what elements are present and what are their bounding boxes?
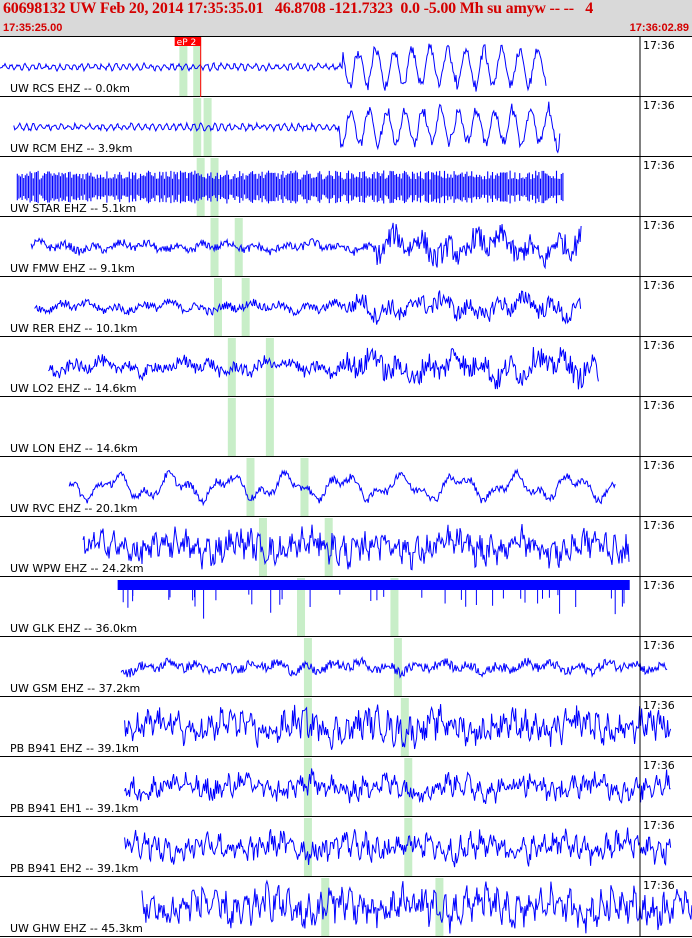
- trace-panel[interactable]: 17:36 UW GLK EHZ -- 36.0km: [0, 577, 692, 637]
- station-label: UW GHW EHZ -- 45.3km: [10, 922, 143, 935]
- minute-tick-label: 17:36: [643, 219, 675, 232]
- minute-tick-label: 17:36: [643, 579, 675, 592]
- phase-marker: [203, 98, 212, 157]
- trace-panel[interactable]: 17:36 UW WPW EHZ -- 24.2km: [0, 517, 692, 577]
- phase-marker: [196, 158, 205, 217]
- phase-marker: [324, 518, 333, 577]
- station-label: UW RCM EHZ -- 3.9km: [10, 142, 132, 155]
- phase-marker: [258, 518, 267, 577]
- minute-tick-label: 17:36: [643, 399, 675, 412]
- waveform: [13, 101, 561, 154]
- minute-tick-label: 17:36: [643, 339, 675, 352]
- minute-tick-label: 17:36: [643, 39, 675, 52]
- minute-tick-label: 17:36: [643, 759, 675, 772]
- trace-panel[interactable]: 17:36 UW GHW EHZ -- 45.3km: [0, 877, 692, 937]
- phase-marker: [265, 338, 274, 397]
- waveform: [34, 290, 582, 325]
- waveform-spikes: [122, 590, 625, 619]
- waveform: [117, 580, 630, 590]
- minute-tick-label: 17:36: [643, 639, 675, 652]
- station-label: UW GSM EHZ -- 37.2km: [10, 682, 140, 695]
- station-label: UW GLK EHZ -- 36.0km: [10, 622, 137, 635]
- phase-pick[interactable]: eP 2: [174, 37, 202, 97]
- station-label: UW RER EHZ -- 10.1km: [10, 322, 137, 335]
- phase-marker: [193, 98, 202, 157]
- station-label: UW LON EHZ -- 14.6km: [10, 442, 138, 455]
- phase-marker: [227, 338, 236, 397]
- station-label: PB B941 EHZ -- 39.1km: [10, 742, 139, 755]
- phase-marker: [297, 578, 306, 637]
- minute-tick-label: 17:36: [643, 459, 675, 472]
- seismogram-plot[interactable]: 17:36 UW RCS EHZ -- 0.0km 17:36 UW RCM EHZ …: [0, 37, 692, 938]
- minute-tick-label: 17:36: [643, 279, 675, 292]
- waveform: [141, 879, 692, 934]
- waveform: [30, 222, 582, 270]
- waveform: [0, 43, 547, 92]
- start-time: 17:35:25.00: [3, 22, 63, 34]
- header-bar: 60698132 UW Feb 20, 2014 17:35:35.01 46.…: [0, 0, 692, 37]
- phase-marker: [390, 578, 399, 637]
- pick-label: eP 2: [177, 38, 197, 48]
- waveform: [124, 703, 672, 750]
- trace-panel[interactable]: 17:36 UW LO2 EHZ -- 14.6km: [0, 337, 692, 397]
- phase-marker: [227, 398, 236, 457]
- trace-panel[interactable]: 17:36 UW RCM EHZ -- 3.9km: [0, 97, 692, 157]
- minute-tick-label: 17:36: [643, 99, 675, 112]
- station-label: UW RCS EHZ -- 0.0km: [10, 82, 130, 95]
- station-label: PB B941 EH2 -- 39.1km: [10, 862, 138, 875]
- station-label: UW STAR EHZ -- 5.1km: [10, 202, 136, 215]
- minute-tick-label: 17:36: [643, 819, 675, 832]
- waveform: [68, 468, 616, 507]
- waveform: [124, 827, 672, 868]
- trace-panel[interactable]: 17:36 UW LON EHZ -- 14.6km: [0, 397, 692, 457]
- phase-marker: [435, 878, 444, 937]
- trace-panel[interactable]: 17:36 UW RVC EHZ -- 20.1km: [0, 457, 692, 517]
- minute-tick-label: 17:36: [643, 159, 675, 172]
- station-label: PB B941 EH1 -- 39.1km: [10, 802, 138, 815]
- event-title: 60698132 UW Feb 20, 2014 17:35:35.01 46.…: [3, 0, 594, 17]
- trace-panel[interactable]: 17:36 PB B941 EH2 -- 39.1km: [0, 817, 692, 877]
- phase-marker: [404, 758, 413, 817]
- waveform: [16, 170, 564, 204]
- trace-panel[interactable]: 17:36 UW GSM EHZ -- 37.2km: [0, 637, 692, 697]
- phase-marker: [303, 698, 312, 757]
- trace-panel[interactable]: 17:36 UW RER EHZ -- 10.1km: [0, 277, 692, 337]
- station-label: UW LO2 EHZ -- 14.6km: [10, 382, 137, 395]
- end-time: 17:36:02.89: [629, 22, 689, 34]
- phase-marker: [400, 698, 409, 757]
- station-label: UW RVC EHZ -- 20.1km: [10, 502, 137, 515]
- phase-marker: [321, 878, 330, 937]
- waveform: [48, 346, 599, 390]
- waveform: [120, 656, 668, 679]
- trace-panel[interactable]: 17:36 UW STAR EHZ -- 5.1km: [0, 157, 692, 217]
- station-label: UW FMW EHZ -- 9.1km: [10, 262, 135, 275]
- minute-tick-label: 17:36: [643, 699, 675, 712]
- phase-marker: [404, 818, 413, 877]
- pick-flag: [174, 37, 201, 46]
- phase-marker: [303, 818, 312, 877]
- minute-tick-label: 17:36: [643, 519, 675, 532]
- trace-panel[interactable]: 17:36 UW FMW EHZ -- 9.1km: [0, 217, 692, 277]
- phase-marker: [300, 458, 309, 517]
- station-label: UW WPW EHZ -- 24.2km: [10, 562, 144, 575]
- phase-marker: [246, 458, 255, 517]
- trace-panel[interactable]: 17:36 PB B941 EHZ -- 39.1km: [0, 697, 692, 757]
- waveform: [124, 768, 671, 805]
- phase-marker: [265, 398, 274, 457]
- phase-marker: [234, 218, 243, 277]
- waveform: [82, 523, 630, 571]
- trace-panel[interactable]: 17:36 UW RCS EHZ -- 0.0km: [0, 37, 692, 97]
- minute-tick-label: 17:36: [643, 879, 675, 892]
- trace-panel[interactable]: 17:36 PB B941 EH1 -- 39.1km: [0, 757, 692, 817]
